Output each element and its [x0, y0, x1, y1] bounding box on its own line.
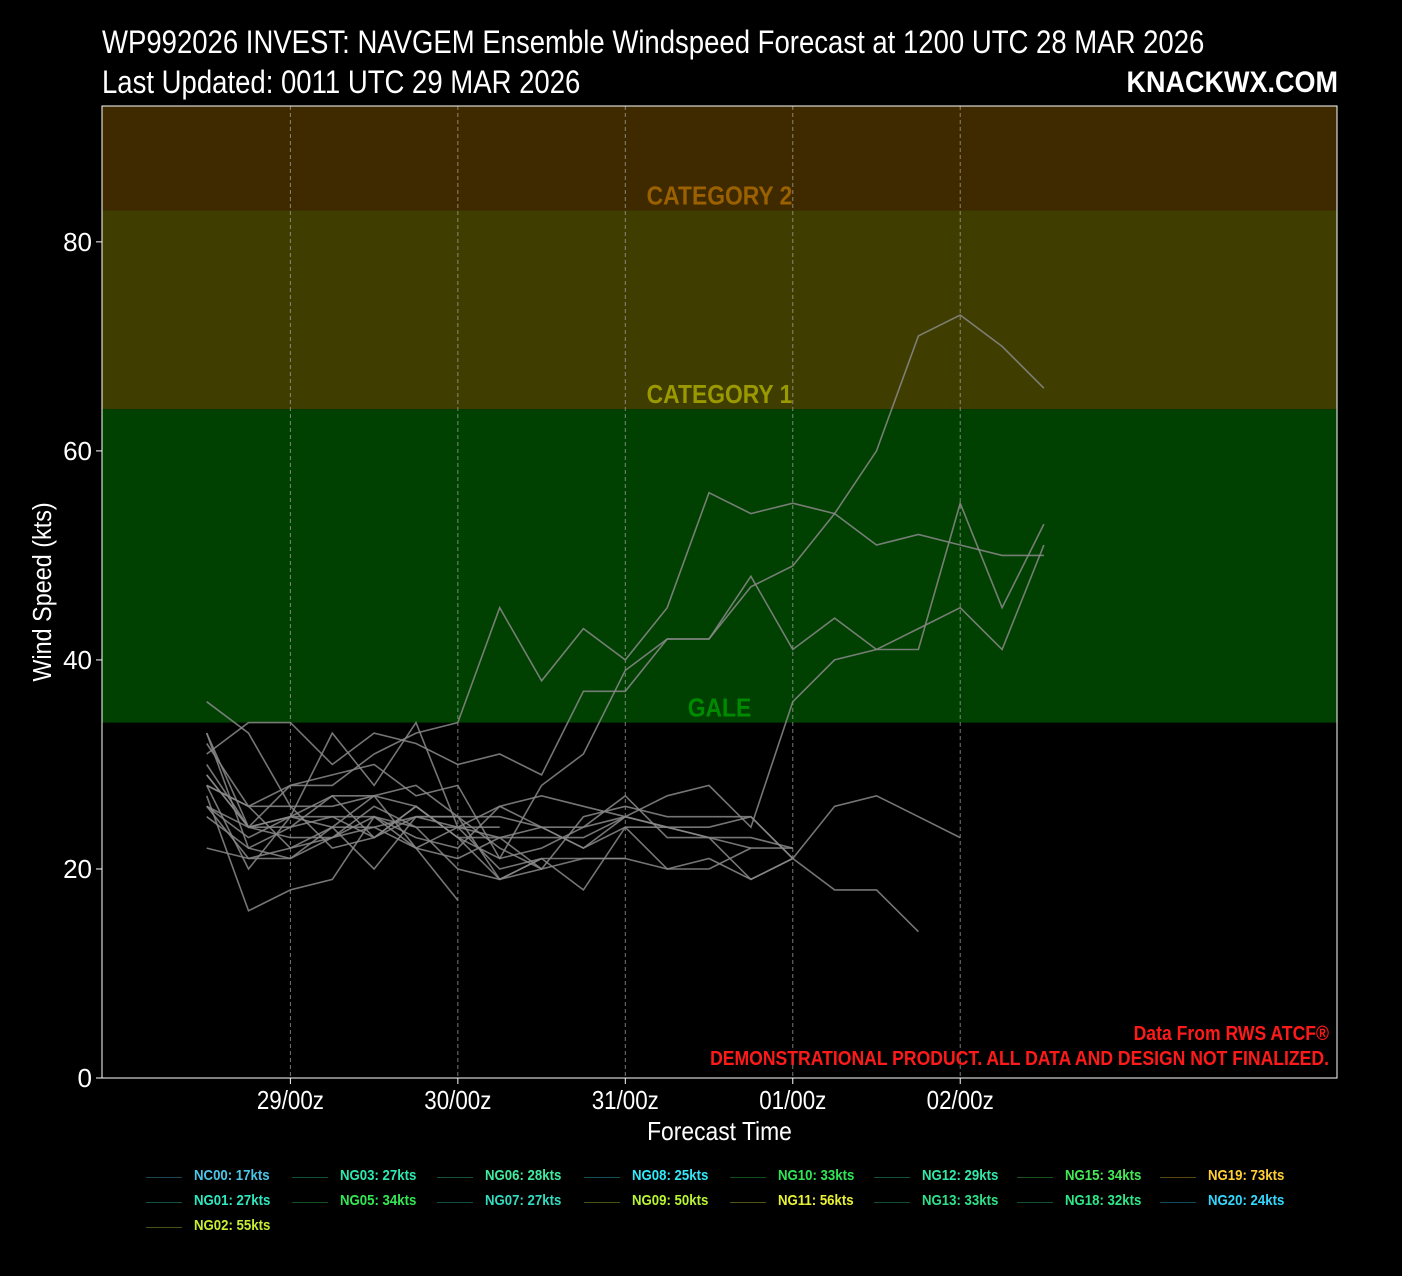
legend-swatch [437, 1202, 473, 1203]
legend-swatch [730, 1177, 766, 1178]
brand-logo-text[interactable]: KNACKWX.COM [1126, 66, 1338, 99]
legend-label: NG02: 55kts [194, 1217, 271, 1234]
legend-label: NG03: 27kts [340, 1167, 417, 1184]
legend-swatch [292, 1202, 328, 1203]
disclaimer-note: DEMONSTRATIONAL PRODUCT. ALL DATA AND DE… [710, 1047, 1329, 1069]
x-tick-label: 31/00z [592, 1086, 659, 1115]
y-tick-label: 80 [63, 227, 92, 257]
y-tick-label: 40 [63, 645, 92, 675]
series-line-ng05 [205, 732, 793, 860]
plot-frame [101, 105, 1338, 1079]
legend-swatch [1017, 1202, 1053, 1203]
legend-label: NG20: 24kts [1208, 1192, 1285, 1209]
legend-label: NG11: 56kts [778, 1192, 854, 1209]
y-tick-label: 20 [63, 854, 92, 884]
legend-label: NG12: 29kts [922, 1167, 999, 1184]
legend-label: NG09: 50kts [632, 1192, 709, 1209]
series-line-ng01 [206, 701, 961, 892]
x-tick-label: 29/00z [257, 1086, 324, 1115]
series-line-ng09 [205, 314, 1045, 871]
band-1 [102, 210, 1337, 410]
band-label-2: CATEGORY 2 [647, 182, 793, 211]
y-axis-label: Wind Speed (kts) [29, 502, 57, 681]
series-line-ng13 [206, 720, 500, 839]
legend-label: NG10: 33kts [778, 1167, 855, 1184]
data-source-note: Data From RWS ATCF® [1134, 1022, 1330, 1044]
legend-swatch [874, 1177, 910, 1178]
chart-title: WP992026 INVEST: NAVGEM Ensemble Windspe… [102, 24, 1205, 60]
series-line-ng15 [205, 732, 542, 881]
band-label-1: CATEGORY 1 [647, 381, 793, 410]
y-axis: 0 20 40 60 80 [63, 227, 102, 1093]
legend-label: NG05: 34kts [340, 1192, 417, 1209]
member-lines [205, 314, 1045, 933]
legend-swatch [1017, 1177, 1053, 1178]
legend-label: NG19: 73kts [1208, 1167, 1285, 1184]
band-0 [102, 409, 1337, 723]
legend-label: NG13: 33kts [922, 1192, 999, 1209]
legend-swatch [584, 1202, 620, 1203]
x-axis: 29/00z 30/00z 31/00z 01/00z 02/00z [257, 1078, 994, 1115]
intensity-bands [102, 106, 1337, 723]
band-labels: GALE CATEGORY 1 CATEGORY 2 [647, 182, 793, 723]
legend-swatch [1160, 1177, 1196, 1178]
band-label-0: GALE [688, 694, 752, 723]
series-line-ng18 [206, 784, 542, 881]
grid-lines [289, 106, 961, 1078]
last-updated: Last Updated: 0011 UTC 29 MAR 2026 [102, 64, 581, 100]
legend-swatch [292, 1177, 328, 1178]
y-tick-label: 0 [78, 1063, 92, 1093]
series-line-ng11 [206, 491, 1044, 808]
series-line-ng07 [206, 774, 919, 933]
x-axis-label: Forecast Time [647, 1118, 792, 1147]
legend-swatch [1160, 1202, 1196, 1203]
legend-swatch [730, 1202, 766, 1203]
y-tick-label: 60 [63, 436, 92, 466]
legend-swatch [146, 1177, 182, 1178]
series-line-ng20 [206, 774, 794, 881]
windspeed-chart: GALE CATEGORY 1 CATEGORY 2 0 20 40 60 80 29/00… [29, 105, 1338, 1147]
band-2 [102, 106, 1337, 211]
x-tick-label: 30/00z [424, 1086, 491, 1115]
legend-swatch [874, 1202, 910, 1203]
legend-swatch [437, 1177, 473, 1178]
legend-label: NG15: 34kts [1065, 1167, 1142, 1184]
legend-swatch [146, 1202, 182, 1203]
legend-label: NG01: 27kts [194, 1192, 271, 1209]
legend-label: NG07: 27kts [485, 1192, 562, 1209]
x-tick-label: 02/00z [927, 1086, 994, 1115]
x-tick-label: 01/00z [759, 1086, 826, 1115]
legend-label: NC00: 17kts [194, 1167, 270, 1184]
series-line-ng02 [206, 500, 1045, 776]
legend-swatch [584, 1177, 620, 1178]
legend-label: NG18: 32kts [1065, 1192, 1142, 1209]
series-line-ng19 [206, 784, 793, 870]
legend-label: NG06: 28kts [485, 1167, 562, 1184]
legend-label: NG08: 25kts [632, 1167, 709, 1184]
legend-swatch [146, 1227, 182, 1228]
